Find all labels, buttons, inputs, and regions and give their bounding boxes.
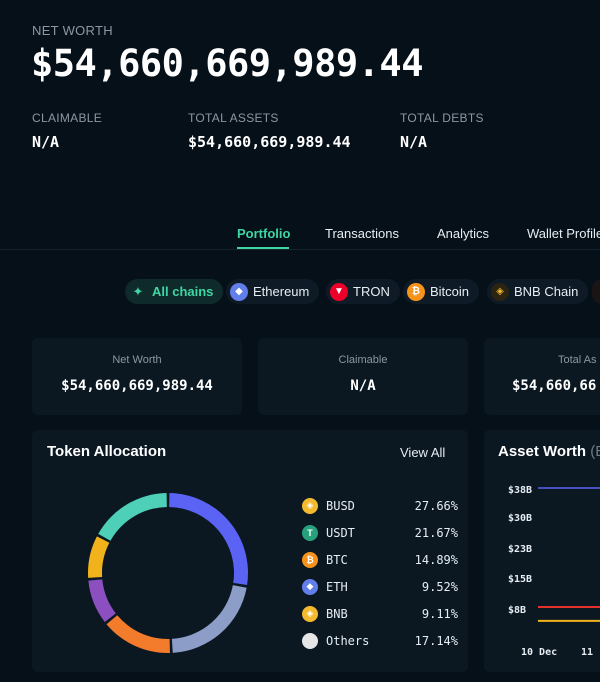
token-percent: 9.52% [421, 579, 458, 594]
token-symbol: BNB [326, 606, 348, 621]
chain-filter-bnb[interactable]: ◈ BNB Chain [487, 279, 589, 304]
usdt-icon: T [302, 524, 318, 541]
legend-item-usdt[interactable]: T USDT 21.67% [302, 519, 458, 546]
y-tick-label: $8B [508, 605, 527, 616]
net-worth-value: $54,660,669,989.44 [31, 42, 423, 85]
legend-item-bnb[interactable]: ◈ BNB 9.11% [302, 600, 458, 627]
chain-filter-ethereum[interactable]: ◆ Ethereum [226, 279, 320, 304]
claimable-label: CLAIMABLE [32, 111, 103, 125]
token-percent: 17.14% [414, 633, 458, 648]
token-percent: 14.89% [414, 552, 458, 567]
legend-item-btc[interactable]: ₿ BTC 14.89% [302, 546, 458, 573]
chain-label: BNB Chain [514, 284, 579, 299]
x-tick-label: 11 [581, 647, 594, 658]
tab-analytics[interactable]: Analytics [437, 226, 490, 241]
net-worth-card: Net Worth $54,660,669,989.44 [32, 338, 242, 415]
tab-transactions[interactable]: Transactions [325, 226, 399, 241]
tabs-divider [0, 249, 600, 250]
legend-item-others[interactable]: Others 17.14% [302, 627, 458, 654]
token-percent: 21.67% [414, 525, 458, 540]
chain-label: TRON [353, 284, 390, 299]
chain-label: Ethereum [253, 284, 310, 299]
card-value: $54,660,66 [512, 378, 597, 394]
token-symbol: ETH [326, 579, 348, 594]
tab-wallet-profile[interactable]: Wallet Profile [527, 226, 600, 241]
token-allocation-title: Token Allocation [47, 443, 167, 460]
legend-item-eth[interactable]: ◆ ETH 9.52% [302, 573, 458, 600]
x-tick-label: 10 Dec [521, 647, 558, 658]
all-chains-icon: ✦ [132, 283, 144, 299]
active-tab-indicator [237, 247, 289, 249]
donut-slice-busd[interactable] [169, 493, 249, 585]
asset-worth-title-suffix: (B [590, 443, 600, 460]
total-debts-label: TOTAL DEBTS [400, 111, 484, 125]
y-tick-label: $38B [508, 485, 533, 496]
donut-slice-others[interactable] [98, 493, 167, 541]
tab-portfolio[interactable]: Portfolio [237, 226, 291, 241]
token-percent: 27.66% [414, 498, 458, 513]
asset-worth-title-text: Asset Worth [498, 443, 587, 460]
chain-label: Bitcoin [430, 284, 470, 299]
others-icon [302, 632, 318, 649]
tron-icon: ▼ [330, 282, 348, 301]
chain-filter-bitcoin[interactable]: ₿ Bitcoin [403, 279, 480, 304]
card-title: Claimable [338, 354, 388, 366]
asset-worth-chart [538, 487, 600, 622]
claimable-value: N/A [32, 133, 60, 151]
token-symbol: BTC [326, 552, 348, 567]
card-title: Net Worth [112, 354, 162, 366]
total-assets-label: TOTAL ASSETS [188, 111, 279, 125]
donut-slice-usdt[interactable] [171, 585, 247, 653]
chain-filter-tron[interactable]: ▼ TRON [326, 279, 400, 304]
chain-filter-more[interactable] [592, 279, 600, 304]
allocation-donut [88, 493, 249, 653]
bnb-icon: ◈ [491, 282, 509, 301]
card-title: Total As [558, 354, 597, 366]
y-tick-label: $15B [508, 574, 533, 585]
total-assets-value: $54,660,669,989.44 [188, 133, 351, 151]
ethereum-icon: ◆ [230, 282, 248, 301]
bnb-icon: ◈ [302, 605, 318, 622]
btc-icon: ₿ [302, 551, 318, 568]
claimable-card: Claimable N/A [258, 338, 468, 415]
card-value: N/A [350, 378, 376, 394]
busd-icon: ◈ [302, 497, 318, 514]
donut-slice-eth[interactable] [88, 579, 116, 623]
chain-filter-all[interactable]: ✦ All chains [125, 279, 224, 304]
y-tick-label: $30B [508, 513, 533, 524]
total-debts-value: N/A [400, 133, 428, 151]
net-worth-label: NET WORTH [32, 23, 113, 38]
asset-worth-title: Asset Worth (B [498, 443, 600, 460]
card-value: $54,660,669,989.44 [61, 378, 213, 394]
token-symbol: BUSD [326, 498, 355, 513]
asset-worth-card [484, 430, 600, 672]
token-percent: 9.11% [421, 606, 458, 621]
token-symbol: USDT [326, 525, 355, 540]
total-assets-card: Total As $54,660,66 [484, 338, 600, 415]
legend-item-busd[interactable]: ◈ BUSD 27.66% [302, 492, 458, 519]
chain-label: All chains [152, 284, 214, 299]
donut-slice-bnb[interactable] [88, 536, 110, 578]
bitcoin-icon: ₿ [407, 282, 425, 301]
eth-icon: ◆ [302, 578, 318, 595]
y-tick-label: $23B [508, 544, 533, 555]
view-all-link[interactable]: View All [400, 445, 446, 460]
donut-slice-btc[interactable] [106, 615, 170, 653]
token-symbol: Others [326, 633, 370, 648]
